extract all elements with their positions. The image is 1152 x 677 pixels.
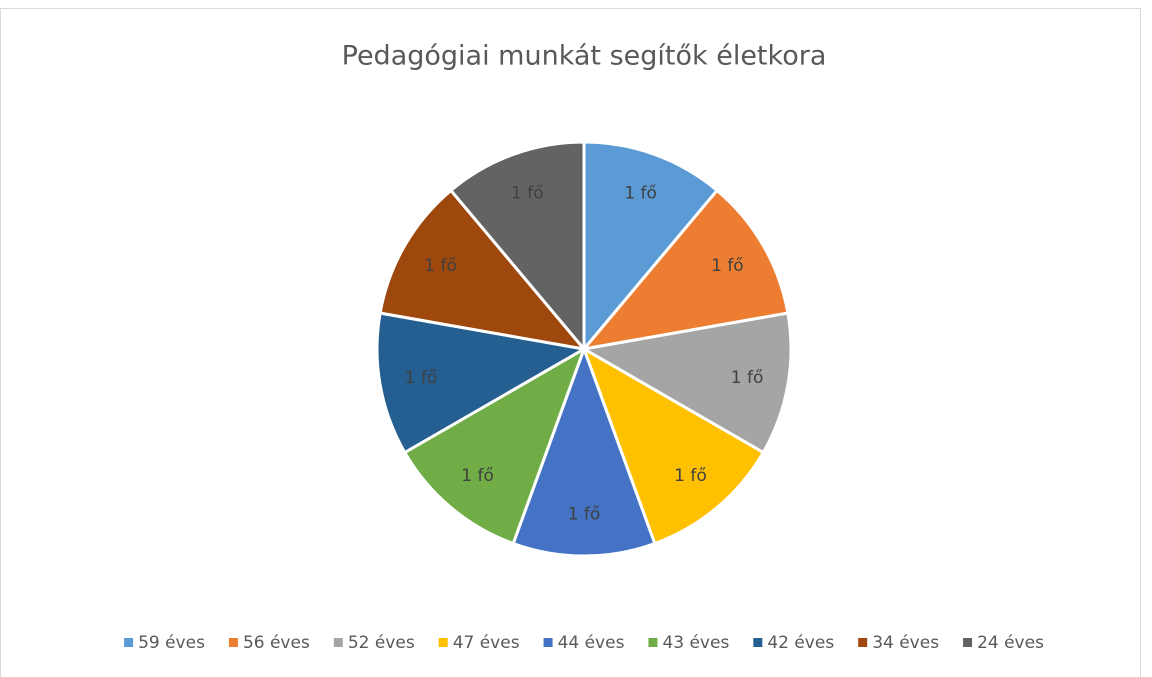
- pie-slice: [582, 140, 720, 354]
- data-label: 1 fő: [405, 368, 438, 388]
- legend-label: 43 éves: [662, 633, 729, 653]
- pie-slice: [581, 345, 766, 546]
- legend-label: 47 éves: [453, 633, 520, 653]
- legend-swatch: [858, 638, 868, 647]
- data-label: 1 fő: [624, 183, 657, 203]
- legend-label: 44 éves: [558, 633, 625, 653]
- pie-slice: [378, 188, 588, 352]
- pie-slice: [580, 188, 790, 352]
- data-label: 1 fő: [424, 256, 457, 276]
- legend-label: 56 éves: [243, 633, 310, 653]
- legend-swatch: [124, 638, 134, 647]
- legend-label: 59 éves: [138, 633, 205, 653]
- legend-label: 24 éves: [977, 633, 1044, 653]
- data-label: 1 fő: [511, 183, 544, 203]
- chart-title: Pedagógiai munkát segítők életkora: [342, 41, 827, 72]
- legend-swatch: [333, 638, 343, 647]
- data-label: 1 fő: [461, 466, 494, 486]
- pie-slice: [579, 311, 793, 455]
- legend-swatch: [648, 638, 658, 647]
- data-label: 1 fő: [731, 368, 764, 388]
- legend-label: 42 éves: [767, 633, 834, 653]
- legend-swatch: [963, 638, 973, 647]
- data-label: 1 fő: [568, 505, 601, 525]
- data-label: 1 fő: [711, 256, 744, 276]
- legend-label: 34 éves: [872, 633, 939, 653]
- legend-swatch: [543, 638, 553, 647]
- pie-slice: [448, 140, 586, 354]
- legend-swatch: [228, 638, 238, 647]
- legend-label: 52 éves: [348, 633, 415, 653]
- pie-slice: [511, 344, 657, 558]
- pie-slice: [402, 345, 587, 546]
- pie-slice: [375, 311, 589, 455]
- legend-swatch: [753, 638, 763, 647]
- legend-swatch: [438, 638, 448, 647]
- data-label: 1 fő: [674, 466, 707, 486]
